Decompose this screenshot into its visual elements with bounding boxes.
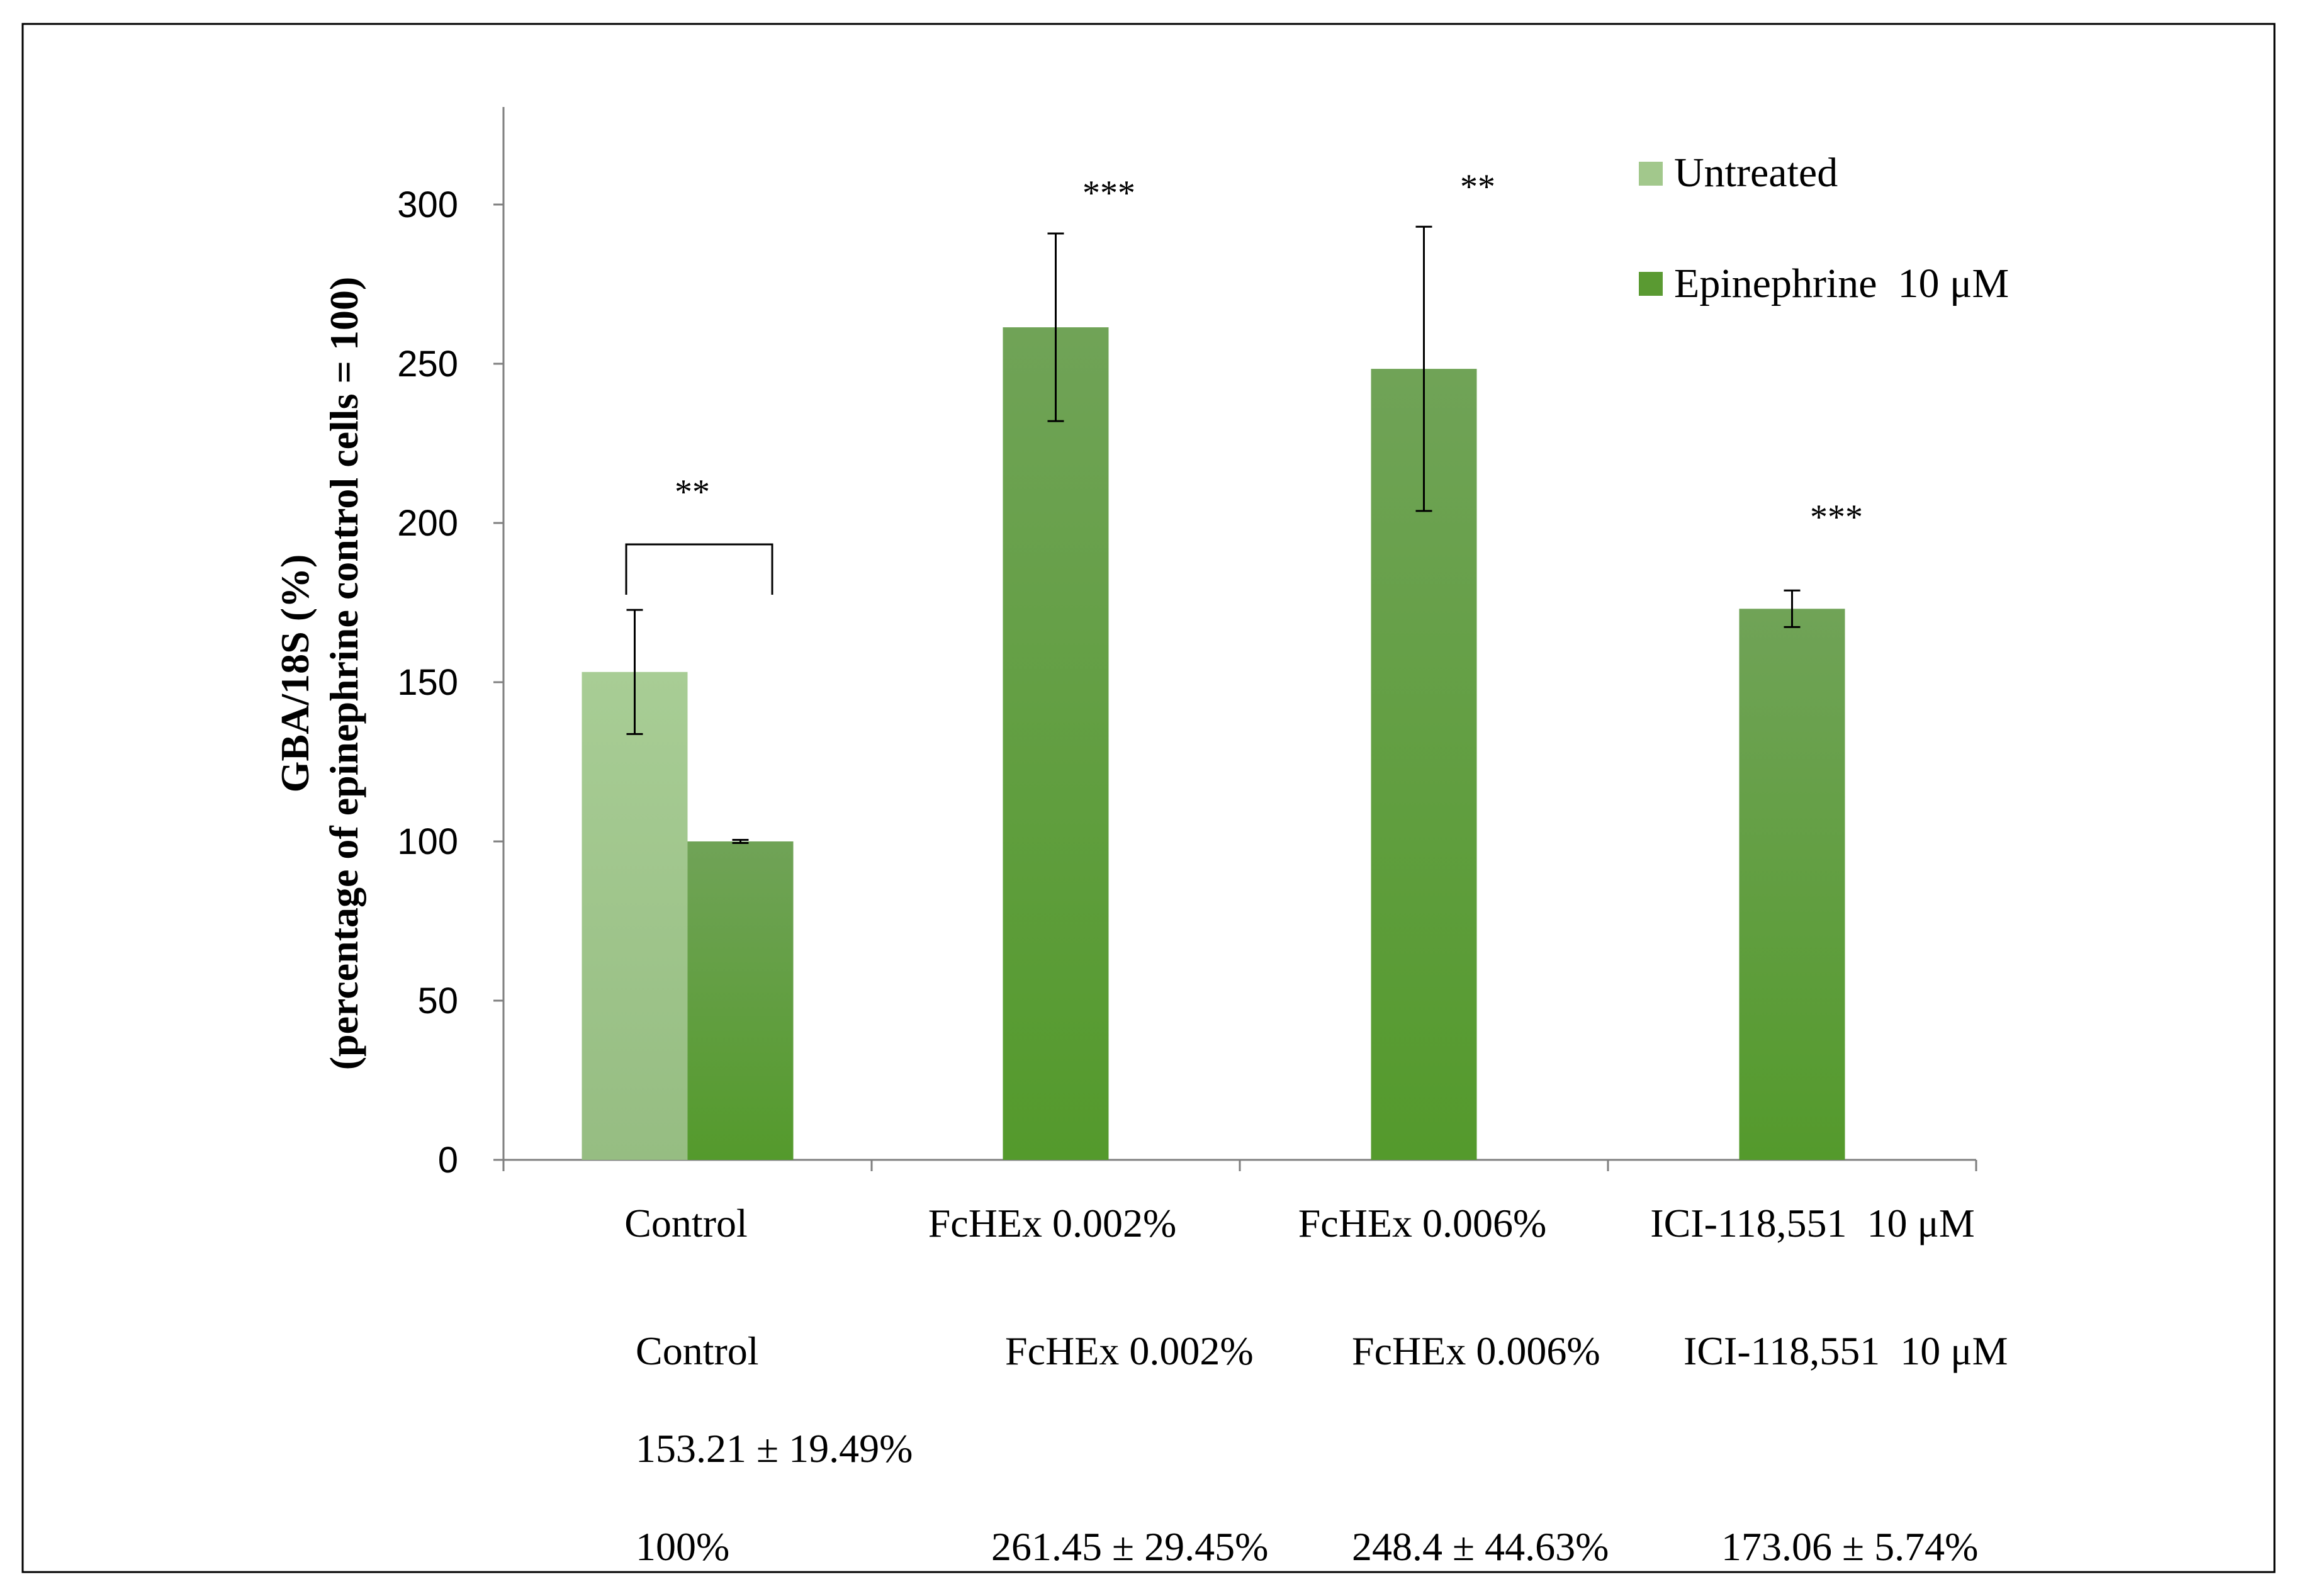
table-cell-epinephrine-ici-118551: 173.06 ± 5.74% [1721,1524,1978,1569]
table-header-fchex-0002: FcHEx 0.002% [1005,1329,1254,1373]
legend-label-untreated: Untreated [1674,150,1838,196]
y-tick-label: 300 [397,184,458,225]
bar-epinephrine-ici-118551 [1739,609,1845,1160]
legend-swatch-untreated [1639,162,1663,186]
error-bar-epinephrine-fchex-0002 [1047,232,1064,422]
x-ticks [502,1160,1977,1171]
x-tick-label-fchex-0006: FcHEx 0.006% [1298,1201,1547,1245]
y-tick-label: 50 [417,981,458,1021]
error-bar-untreated-control [626,609,643,735]
bar-epinephrine-control [687,841,794,1160]
x-tick-label-ici-118551: ICI-118,551 10 μM [1650,1201,1974,1245]
table-cell-epinephrine-fchex-0006: 248.4 ± 44.63% [1352,1524,1609,1569]
table-header-control: Control [636,1329,759,1373]
y-tick-label: 0 [438,1140,458,1181]
significance-bracket-control [625,543,773,595]
significance-label-control: ** [675,473,710,512]
error-bar-epinephrine-fchex-0006 [1415,225,1432,512]
y-axis-title-line2: (percentage of epinephrine control cells… [322,277,366,1071]
legend-label-epinephrine: Epinephrine 10 μM [1674,261,2009,306]
table-header-ici-118551: ICI-118,551 10 μM [1683,1329,2008,1373]
error-bar-epinephrine-control [732,838,749,845]
error-bar-epinephrine-ici-118551 [1784,589,1801,628]
y-tick-label: 150 [397,662,458,703]
y-tick-label: 200 [397,503,458,544]
bar-untreated-control [582,672,688,1160]
y-tick-label: 100 [397,821,458,862]
y-axis-title-line1: GBA/18S (%) [273,554,317,793]
table-cell-epinephrine-fchex-0002: 261.45 ± 29.45% [991,1524,1268,1569]
figure-frame [21,23,2276,1573]
y-ticks: 0 50 100 150 200 250 300 [397,184,503,1181]
legend: Untreated Epinephrine 10 μM [1639,150,2009,306]
table-cell-untreated-control: 153.21 ± 19.49% [636,1426,913,1471]
table-cell-epinephrine-control: 100% [636,1524,729,1569]
table-header-fchex-0006: FcHEx 0.006% [1352,1329,1600,1373]
bar-epinephrine-fchex-0002 [1003,327,1109,1160]
summary-table: Control FcHEx 0.002% FcHEx 0.006% ICI-11… [636,1329,2008,1569]
significance-label-ici-118551: *** [1810,498,1863,537]
significance-label-fchex-0006: ** [1460,167,1495,206]
y-axis-title: GBA/18S (%) (percentage of epinephrine c… [273,277,366,1071]
x-tick-label-fchex-0002: FcHEx 0.002% [928,1201,1177,1245]
x-tick-label-control: Control [624,1201,748,1245]
y-tick-label: 250 [397,344,458,385]
legend-swatch-epinephrine [1639,272,1663,296]
significance-label-fchex-0002: *** [1082,174,1135,213]
